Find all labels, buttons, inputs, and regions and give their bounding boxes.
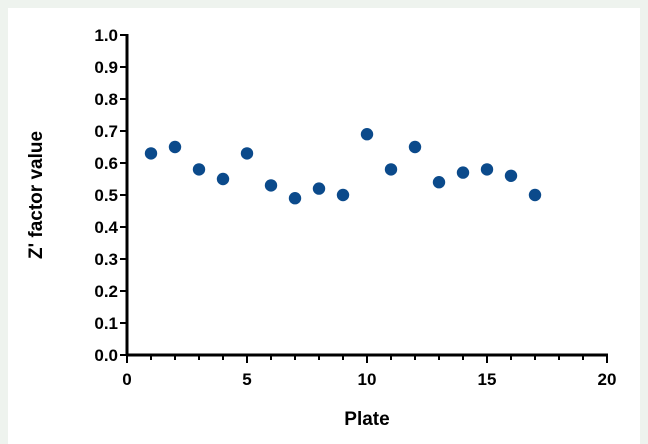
data-point xyxy=(216,172,230,186)
x-tick-label: 15 xyxy=(478,370,497,389)
data-point xyxy=(408,140,422,154)
x-tick-label: 20 xyxy=(598,370,617,389)
y-tick-label: 0.8 xyxy=(94,90,118,109)
data-point xyxy=(168,140,182,154)
data-points xyxy=(144,128,542,205)
y-tick-label: 1.0 xyxy=(94,26,118,45)
y-tick-label: 0.3 xyxy=(94,250,118,269)
chart-background xyxy=(8,8,640,444)
data-point xyxy=(336,188,350,202)
data-point xyxy=(384,163,398,176)
y-tick-label: 0.9 xyxy=(94,58,118,77)
x-axis-title: Plate xyxy=(344,409,389,430)
data-point xyxy=(144,147,158,160)
x-tick-label: 10 xyxy=(358,370,377,389)
y-tick-label: 0.5 xyxy=(94,186,118,205)
y-tick-label: 0.6 xyxy=(94,154,118,173)
y-tick-label: 0.0 xyxy=(94,346,118,365)
data-point xyxy=(360,128,374,141)
data-point xyxy=(528,188,542,202)
data-point xyxy=(288,192,302,205)
data-point xyxy=(480,163,494,176)
x-tick-label: 0 xyxy=(122,370,131,389)
y-axis-title: Z' factor value xyxy=(26,131,47,259)
y-tick-label: 0.7 xyxy=(94,122,118,141)
data-point xyxy=(264,179,278,192)
data-point xyxy=(456,166,470,179)
data-point xyxy=(192,163,206,176)
data-point xyxy=(432,176,446,189)
y-tick-label: 0.4 xyxy=(94,218,118,237)
x-tick-label: 5 xyxy=(242,370,251,389)
data-point xyxy=(240,147,254,160)
ticks: 0.0 0.1 0.2 0.3 0.4 0.5 0.6 0.7 0.8 0.9 1.0 0 5 10 15 2… xyxy=(94,26,616,389)
data-point xyxy=(312,182,326,195)
y-tick-label: 0.1 xyxy=(94,314,118,333)
data-point xyxy=(504,169,518,182)
y-tick-label: 0.2 xyxy=(94,282,118,301)
